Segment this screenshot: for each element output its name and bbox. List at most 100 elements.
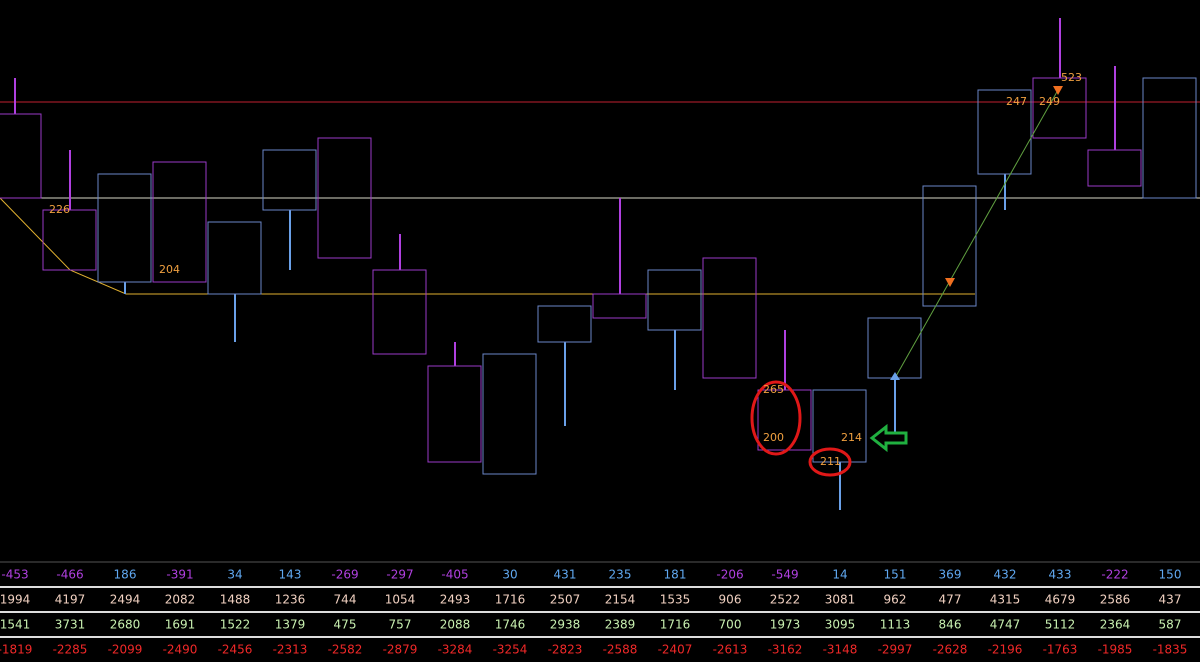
table-cell: -3162 bbox=[768, 643, 803, 657]
table-cell: 150 bbox=[1159, 568, 1182, 582]
table-cell: -2823 bbox=[548, 643, 583, 657]
marker bbox=[1053, 86, 1063, 95]
candle bbox=[152, 161, 207, 283]
price-label: 249 bbox=[1039, 95, 1060, 108]
green-arrow bbox=[869, 423, 908, 453]
marker bbox=[945, 278, 955, 287]
candle bbox=[207, 221, 262, 295]
trend-line bbox=[894, 89, 1059, 379]
table-cell: -2588 bbox=[603, 643, 638, 657]
candle bbox=[482, 353, 537, 475]
table-cell: 2680 bbox=[110, 618, 141, 632]
table-cell: 437 bbox=[1159, 593, 1182, 607]
table-cell: 5112 bbox=[1045, 618, 1076, 632]
table-cell: 4747 bbox=[990, 618, 1021, 632]
highlight-circle bbox=[750, 380, 802, 456]
table-cell: 2522 bbox=[770, 593, 801, 607]
table-cell: -269 bbox=[331, 568, 358, 582]
table-cell: 962 bbox=[884, 593, 907, 607]
price-label: 523 bbox=[1061, 71, 1082, 84]
table-cell: 2364 bbox=[1100, 618, 1131, 632]
candle bbox=[372, 269, 427, 355]
table-cell: 1716 bbox=[495, 593, 526, 607]
candle bbox=[97, 173, 152, 283]
table-cell: -2490 bbox=[163, 643, 198, 657]
candle bbox=[317, 137, 372, 259]
table-cell: 431 bbox=[554, 568, 577, 582]
table-cell: 2082 bbox=[165, 593, 196, 607]
table-cell: 906 bbox=[719, 593, 742, 607]
table-cell: 2494 bbox=[110, 593, 141, 607]
table-cell: 1541 bbox=[0, 618, 30, 632]
table-cell: 1716 bbox=[660, 618, 691, 632]
table-cell: -1763 bbox=[1043, 643, 1078, 657]
table-cell: -2196 bbox=[988, 643, 1023, 657]
table-cell: 1236 bbox=[275, 593, 306, 607]
table-cell: -2456 bbox=[218, 643, 253, 657]
candle bbox=[537, 305, 592, 343]
price-label: 247 bbox=[1006, 95, 1027, 108]
table-cell: -3254 bbox=[493, 643, 528, 657]
table-cell: -2285 bbox=[53, 643, 88, 657]
table-cell: 587 bbox=[1159, 618, 1182, 632]
table-cell: 3095 bbox=[825, 618, 856, 632]
candle bbox=[812, 389, 867, 463]
price-label: 200 bbox=[763, 431, 784, 444]
table-cell: -1985 bbox=[1098, 643, 1133, 657]
table-cell: 34 bbox=[227, 568, 242, 582]
table-cell: -3284 bbox=[438, 643, 473, 657]
table-cell: 475 bbox=[334, 618, 357, 632]
table-cell: -297 bbox=[386, 568, 413, 582]
candle bbox=[922, 185, 977, 307]
table-cell: 432 bbox=[994, 568, 1017, 582]
candle bbox=[647, 269, 702, 331]
chart-layer: 226 204 265 200 214 211 247 249 523 bbox=[0, 18, 1200, 510]
table-cell: 1691 bbox=[165, 618, 196, 632]
table-cell: 2507 bbox=[550, 593, 581, 607]
table-cell: 4679 bbox=[1045, 593, 1076, 607]
table-cell: 2389 bbox=[605, 618, 636, 632]
candle bbox=[1087, 149, 1142, 187]
table-cell: -2099 bbox=[108, 643, 143, 657]
table-cell: -2628 bbox=[933, 643, 968, 657]
table-cell: 1113 bbox=[880, 618, 911, 632]
table-cell: 14 bbox=[832, 568, 847, 582]
arrow-head bbox=[890, 372, 900, 380]
table-cell: 757 bbox=[389, 618, 412, 632]
table-cell: 30 bbox=[502, 568, 517, 582]
table-cell: -549 bbox=[771, 568, 798, 582]
price-label: 226 bbox=[49, 203, 70, 216]
table-cell: 1535 bbox=[660, 593, 691, 607]
table-cell: -2997 bbox=[878, 643, 913, 657]
table-cell: -2407 bbox=[658, 643, 693, 657]
table-cell: 2938 bbox=[550, 618, 581, 632]
table-cell: -2879 bbox=[383, 643, 418, 657]
support-line bbox=[0, 197, 975, 295]
candle bbox=[702, 257, 757, 379]
highlight-circle bbox=[808, 447, 852, 477]
table-cell: -2582 bbox=[328, 643, 363, 657]
table-cell: -405 bbox=[441, 568, 468, 582]
table-cell: -3148 bbox=[823, 643, 858, 657]
table-cell: 4315 bbox=[990, 593, 1021, 607]
table-cell: 235 bbox=[609, 568, 632, 582]
table-cell: 3081 bbox=[825, 593, 856, 607]
table-cell: 181 bbox=[664, 568, 687, 582]
table-cell: 1994 bbox=[0, 593, 30, 607]
table-cell: -2613 bbox=[713, 643, 748, 657]
table-cell: 846 bbox=[939, 618, 962, 632]
table-cell: 700 bbox=[719, 618, 742, 632]
table-cell: -466 bbox=[56, 568, 83, 582]
price-label: 204 bbox=[159, 263, 180, 276]
table-cell: 2154 bbox=[605, 593, 636, 607]
table-cell: 151 bbox=[884, 568, 907, 582]
price-label: 214 bbox=[841, 431, 862, 444]
candle bbox=[427, 365, 482, 463]
table-cell: -1819 bbox=[0, 643, 32, 657]
candle bbox=[977, 89, 1032, 175]
table-cell: 4197 bbox=[55, 593, 86, 607]
table-cell: 143 bbox=[279, 568, 302, 582]
candle bbox=[1032, 77, 1087, 139]
table-cell: 433 bbox=[1049, 568, 1072, 582]
